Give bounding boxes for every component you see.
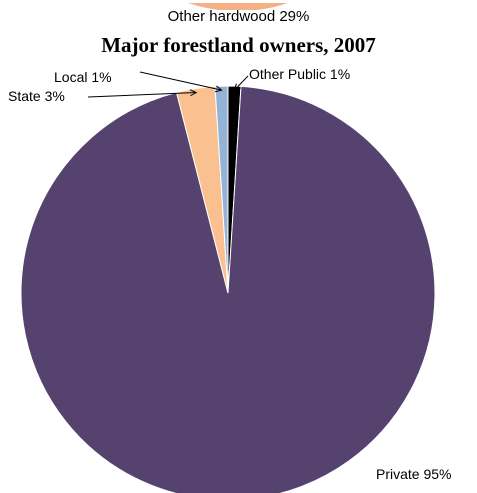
chart-title: Major forestland owners, 2007: [101, 33, 376, 57]
top-arc-fragment: [0, 0, 477, 10]
leader-arrow-local: [214, 85, 223, 93]
leader-arrow-state: [189, 89, 198, 97]
slice-label-local: Local 1%: [54, 69, 112, 85]
pie-slice-private: [20, 85, 436, 493]
leader-line-local: [139, 71, 222, 91]
pie-slice-local: [214, 85, 229, 294]
leader-line-state: [87, 92, 197, 98]
slice-label-private: Private 95%: [376, 466, 452, 482]
slice-label-other-public: Other Public 1%: [249, 66, 351, 82]
leader-line-other-public: [234, 75, 249, 91]
top-fragment-label: Other hardwood 29%: [167, 8, 310, 25]
leader-arrow-other-public: [233, 83, 241, 91]
slice-label-state: State 3%: [8, 88, 65, 104]
